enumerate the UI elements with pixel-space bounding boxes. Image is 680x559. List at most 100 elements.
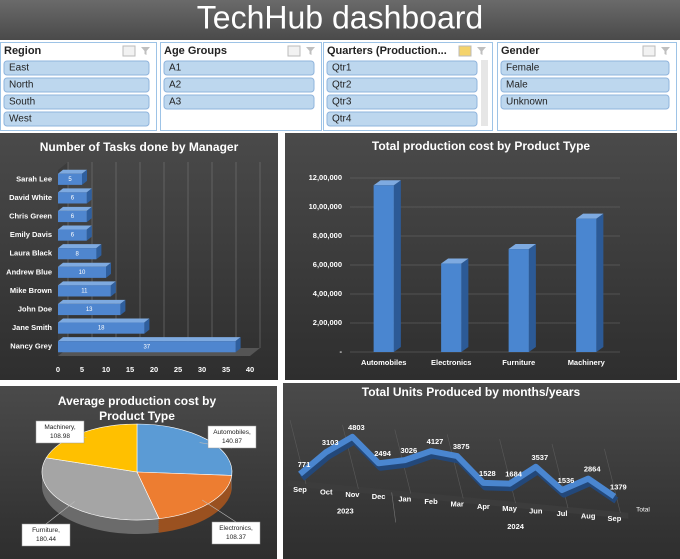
chart-panel — [285, 133, 677, 380]
y-tick-label: 6,00,000 — [313, 260, 342, 269]
slicer-item[interactable] — [3, 60, 150, 76]
multi-select-button[interactable] — [642, 45, 656, 57]
bar-side — [86, 225, 92, 241]
x-tick-label: Furniture — [502, 358, 535, 367]
clear-filter-button[interactable] — [306, 47, 315, 55]
x-tick-label: Jan — [398, 495, 411, 504]
data-label: 3103 — [322, 438, 339, 447]
bar — [58, 248, 97, 260]
data-label-separator: , — [58, 527, 60, 534]
chart-title: Total Units Produced by months/years — [362, 385, 581, 399]
multi-select-button[interactable] — [122, 45, 136, 57]
slicer-item[interactable] — [163, 77, 315, 93]
y-tick-label: 12,00,000 — [309, 173, 342, 182]
clear-filter-button[interactable] — [141, 47, 150, 55]
slicer-item[interactable] — [326, 77, 478, 93]
bar-top — [58, 318, 150, 323]
x-tick-label: 0 — [56, 365, 60, 374]
slicer-item[interactable] — [163, 94, 315, 110]
bar — [508, 249, 529, 352]
bar-top — [58, 337, 241, 342]
slicer-item[interactable] — [163, 60, 315, 76]
y-tick-label: Jane Smith — [12, 323, 52, 332]
x-tick-label: 5 — [80, 365, 84, 374]
perspective-line — [499, 439, 516, 504]
slicer-title: Region — [4, 45, 42, 57]
bar-side — [393, 180, 401, 352]
slicer-item-label: West — [9, 114, 32, 125]
data-label-value: 108.98 — [50, 433, 70, 440]
bar — [441, 263, 462, 352]
x-tick-label: Machinery — [568, 358, 606, 367]
bar — [58, 192, 87, 204]
bar — [58, 341, 236, 353]
x-tick-label: Mar — [451, 499, 464, 508]
x-tick-label: Sep — [608, 514, 622, 523]
slicer-item[interactable] — [500, 77, 670, 93]
y-tick-label: Mike Brown — [10, 286, 53, 295]
bar-side — [86, 188, 92, 204]
bar — [58, 229, 87, 241]
data-label-separator: , — [251, 525, 253, 532]
bar-top — [58, 206, 92, 211]
multi-select-button[interactable] — [458, 45, 472, 57]
y-tick-label: Andrew Blue — [6, 267, 52, 276]
data-label-separator: , — [249, 429, 251, 436]
y-tick-label: John Doe — [18, 304, 52, 313]
data-label-value: 108.37 — [226, 534, 246, 541]
x-tick-label: 10 — [102, 365, 110, 374]
data-label: Furniture, 180.44 — [32, 527, 60, 543]
data-label: 3026 — [400, 446, 417, 455]
data-label-category: Furniture — [32, 527, 58, 534]
slicer-item[interactable] — [326, 60, 478, 76]
multi-select-button[interactable] — [287, 45, 301, 57]
slicer-item[interactable] — [3, 77, 150, 93]
slicer-item[interactable] — [3, 94, 150, 110]
y-tick-label: 2,00,000 — [313, 318, 342, 327]
bar-side — [461, 258, 469, 352]
data-label-separator: , — [74, 424, 76, 431]
x-tick-label: 40 — [246, 365, 254, 374]
bar-top — [576, 213, 604, 219]
data-label: 3537 — [531, 453, 548, 462]
clear-filter-button[interactable] — [477, 47, 486, 55]
pie-slice — [136, 423, 233, 476]
data-label: 11 — [81, 288, 88, 294]
x-tick-label: Automobiles — [361, 358, 406, 367]
slicer-item[interactable] — [326, 94, 478, 110]
bar-top — [373, 180, 401, 186]
data-label: 13 — [86, 307, 93, 313]
group-divider — [391, 492, 396, 523]
bar-side — [96, 244, 102, 260]
data-label: 4127 — [427, 437, 444, 446]
x-tick-label: Sep — [293, 485, 307, 494]
slicer-item[interactable] — [3, 111, 150, 127]
bar-top — [441, 258, 469, 264]
data-label-box — [211, 521, 261, 545]
bar-side — [235, 337, 241, 353]
x-tick-label: 20 — [150, 365, 158, 374]
bar-top — [58, 225, 92, 230]
y-tick-label: Laura Black — [9, 249, 52, 258]
bar-top — [58, 281, 116, 286]
slicer-item-label: Male — [506, 80, 528, 91]
bar — [373, 185, 394, 352]
slicer-item[interactable] — [500, 60, 670, 76]
data-label: Electronics, 108.37 — [219, 525, 253, 541]
slicer-item-label: Female — [506, 63, 540, 74]
data-label: 18 — [98, 326, 105, 332]
x-tick-label: Nov — [345, 490, 360, 499]
clear-filter-button[interactable] — [661, 47, 670, 55]
bar — [58, 303, 121, 316]
data-label: 1528 — [479, 469, 496, 478]
slicer-item-label: Qtr2 — [332, 80, 352, 91]
slicer-item[interactable] — [500, 94, 670, 110]
data-label: 1379 — [610, 482, 627, 491]
slicer-item[interactable] — [326, 111, 478, 127]
data-label: 8 — [76, 251, 80, 257]
x-tick-label: Electronics — [431, 358, 471, 367]
x-tick-label: Dec — [372, 492, 386, 501]
bar-side — [82, 169, 87, 185]
bar-side — [596, 213, 604, 352]
